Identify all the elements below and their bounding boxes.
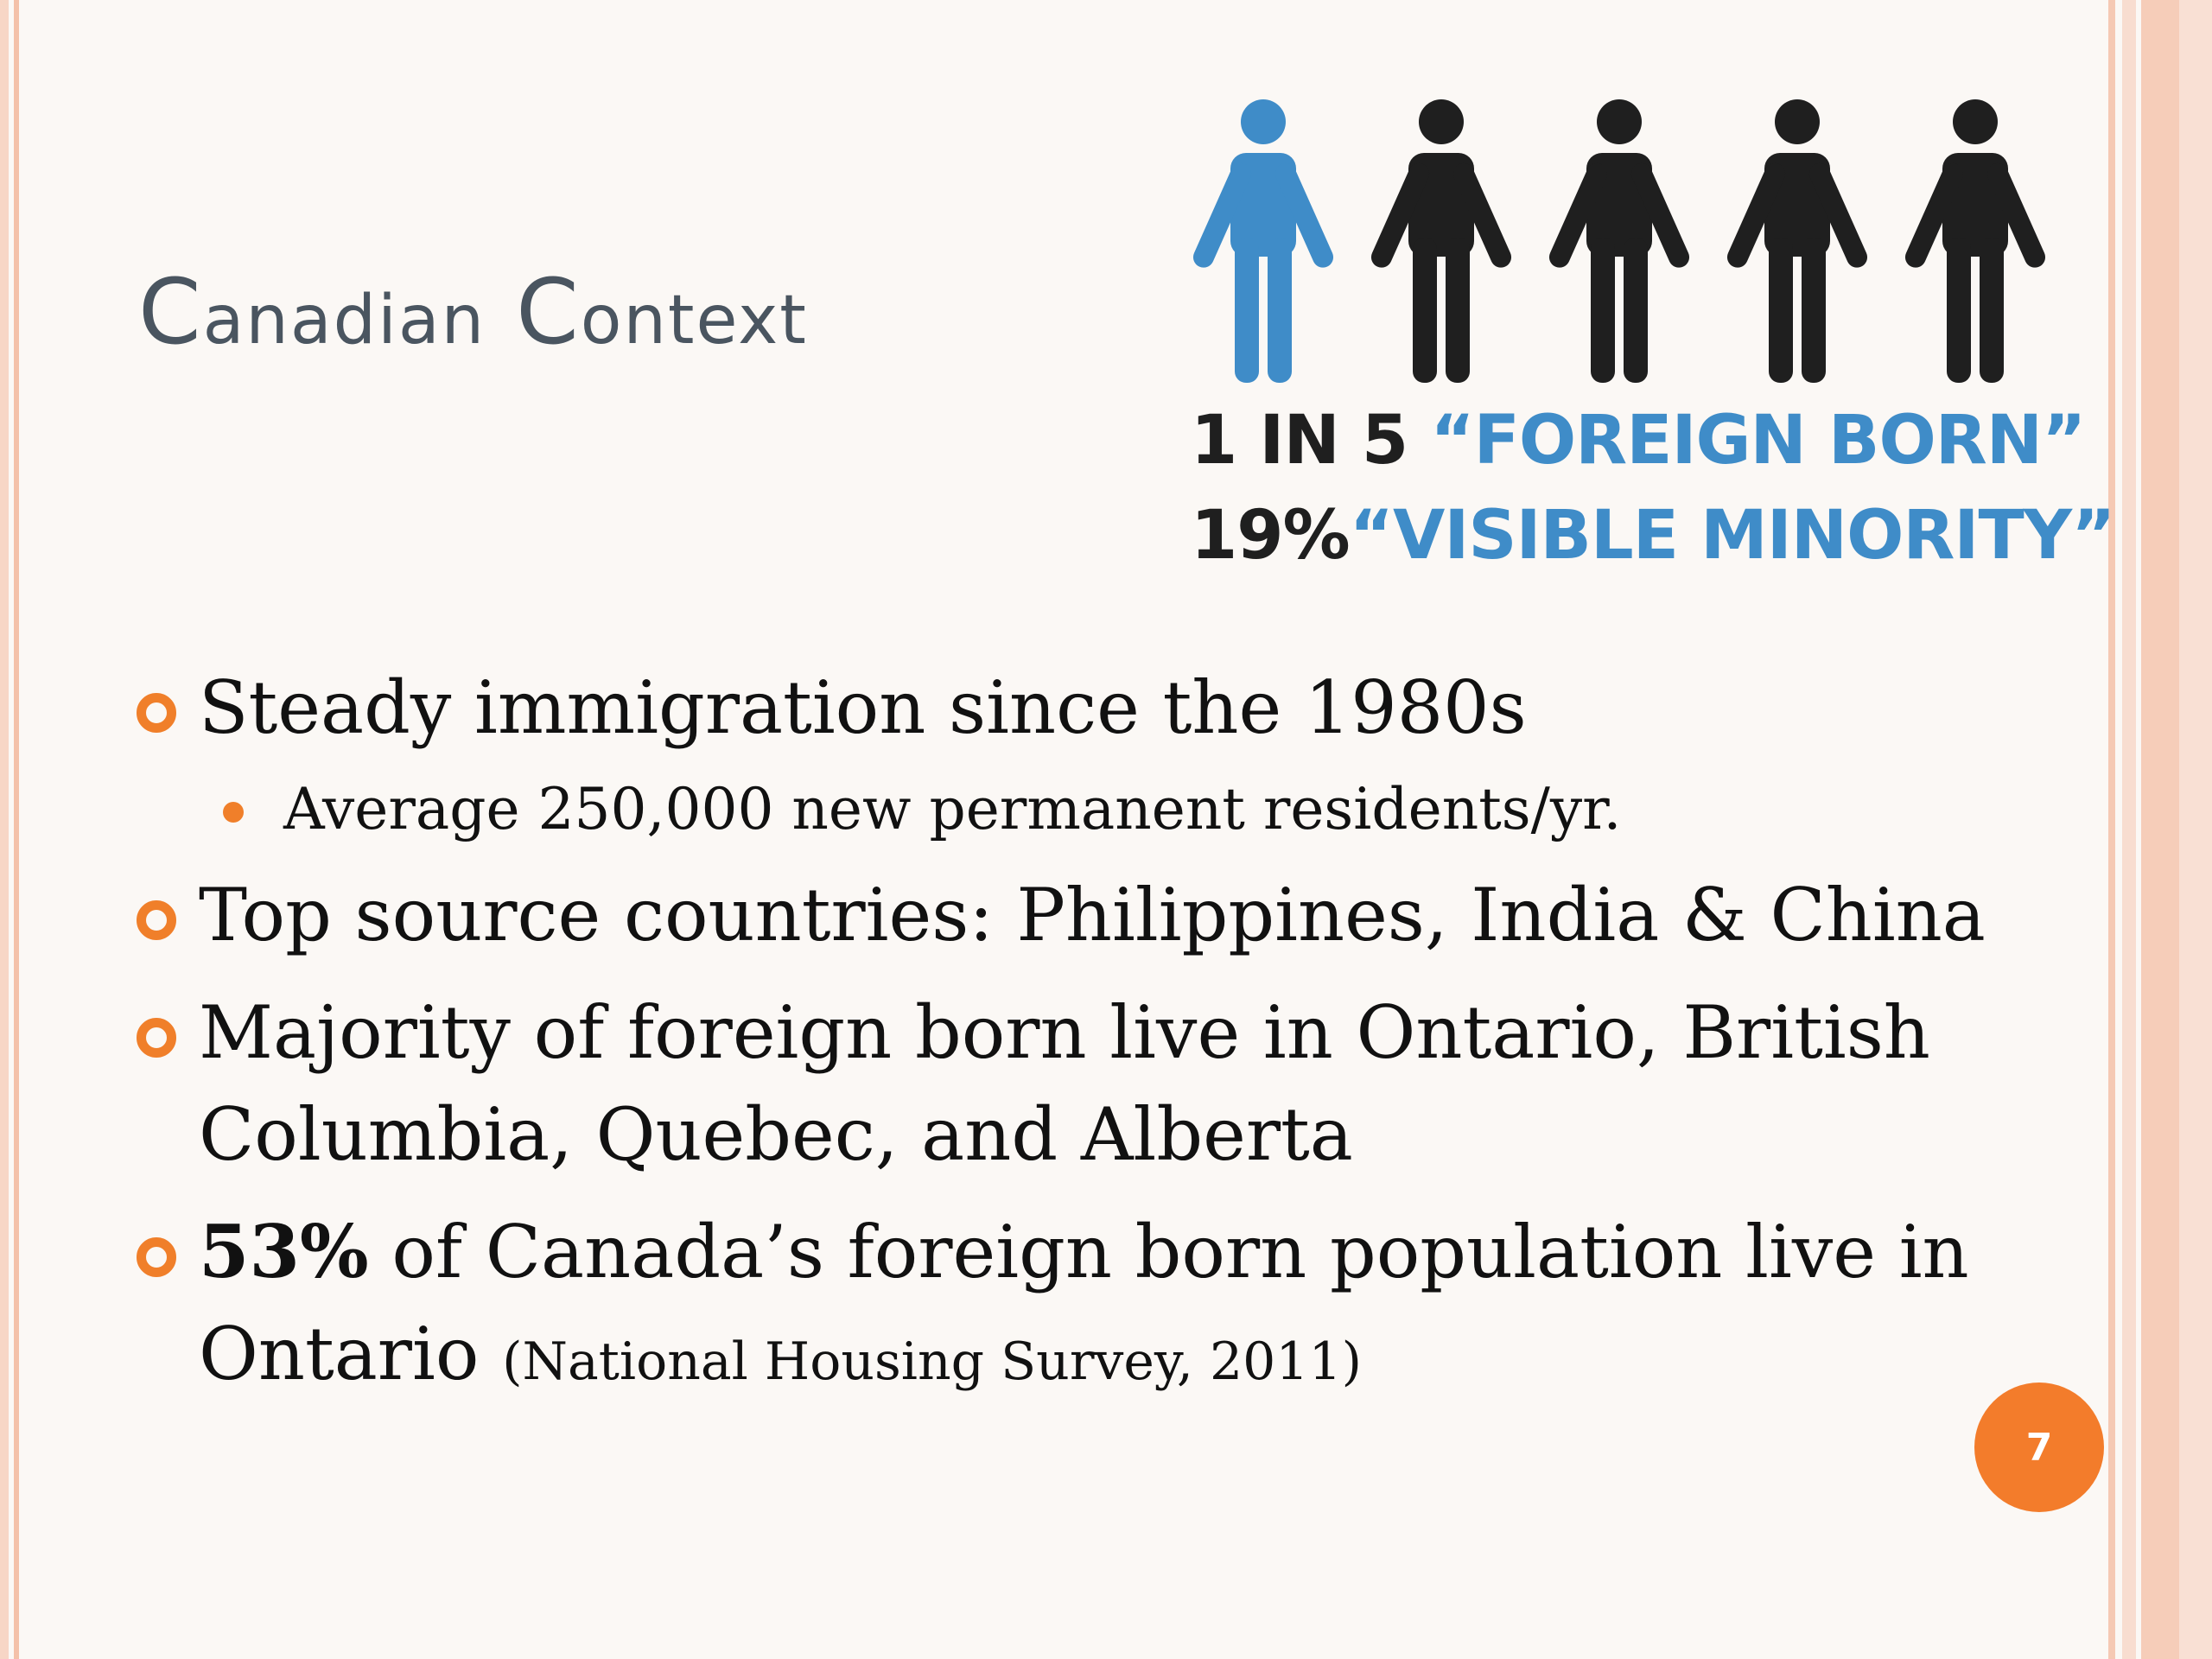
bullet-item: Majority of foreign born live in Ontario… xyxy=(130,982,2074,1185)
stat-visible-minority: 19%“VISIBLE MINORITY” xyxy=(1191,497,2116,575)
frame-stripe-right xyxy=(2122,0,2136,1659)
people-figures-icon xyxy=(1190,99,2049,383)
person-figure-1 xyxy=(1190,99,1337,383)
page-number-badge: 7 xyxy=(1974,1382,2104,1512)
frame-stripe-left xyxy=(0,0,9,1659)
frame-stripe-left-inner xyxy=(14,0,19,1659)
stat-foreign-born: 1 IN 5 “FOREIGN BORN” xyxy=(1191,402,2086,480)
slide-title: Canadian Context xyxy=(138,259,808,365)
stat-visible-minority-label: “VISIBLE MINORITY” xyxy=(1349,497,2116,575)
bullet-ring-icon xyxy=(137,900,176,940)
frame-stripe-right xyxy=(2141,0,2179,1659)
citation: (National Housing Survey, 2011) xyxy=(502,1332,1363,1392)
person-figure-5 xyxy=(1902,99,2049,383)
stat-foreign-born-number: 1 IN 5 xyxy=(1191,402,1408,480)
bullet-item: Top source countries: Philippines, India… xyxy=(130,864,2074,966)
person-figure-4 xyxy=(1724,99,1871,383)
stat-foreign-born-label: “FOREIGN BORN” xyxy=(1430,402,2086,480)
frame-stripe-right xyxy=(2108,0,2115,1659)
sub-bullet-item: Average 250,000 new permanent residents/… xyxy=(130,769,2074,850)
bullet-list: Steady immigration since the 1980s Avera… xyxy=(130,657,2074,1428)
person-figure-2 xyxy=(1368,99,1515,383)
bullet-ring-icon xyxy=(137,693,176,733)
stat-visible-minority-number: 19% xyxy=(1191,497,1351,575)
bullet-item: Steady immigration since the 1980s xyxy=(130,657,2074,759)
frame-stripe-right xyxy=(2179,0,2212,1659)
person-figure-3 xyxy=(1546,99,1693,383)
bullet-dot-icon xyxy=(223,802,244,823)
bullet-ring-icon xyxy=(137,1018,176,1058)
highlight-percentage: 53% xyxy=(199,1209,369,1294)
bullet-ring-icon xyxy=(137,1237,176,1277)
bullet-item: 53% of Canada’s foreign born population … xyxy=(130,1201,2074,1413)
